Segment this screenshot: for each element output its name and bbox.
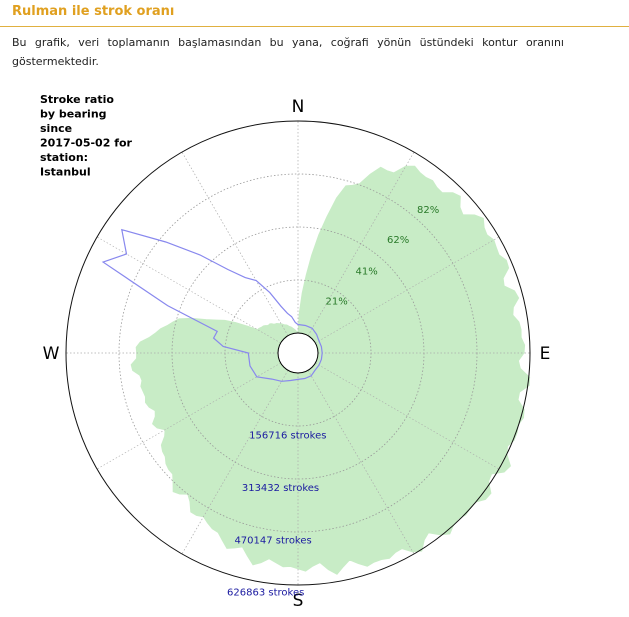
compass-east: E bbox=[540, 344, 551, 364]
ratio-ring-label: 82% bbox=[417, 205, 439, 216]
chart-title-line: by bearing bbox=[40, 108, 107, 121]
count-ring-label: 470147 strokes bbox=[234, 535, 311, 546]
bearing-spoke bbox=[307, 370, 415, 555]
chart-title-line: Stroke ratio bbox=[40, 93, 114, 106]
bearing-spoke bbox=[315, 362, 500, 470]
bearing-spoke bbox=[307, 151, 415, 336]
bearing-spoke bbox=[181, 370, 289, 555]
chart-title-line: 2017-05-02 for bbox=[40, 137, 133, 150]
count-ring-label: 313432 strokes bbox=[242, 483, 319, 494]
section-header bbox=[0, 0, 629, 27]
chart-title-line: Istanbul bbox=[40, 166, 91, 179]
chart-title-line: station: bbox=[40, 151, 88, 164]
count-ring-label: 626863 strokes bbox=[227, 588, 304, 599]
compass-west: W bbox=[43, 344, 60, 364]
bearing-spoke bbox=[96, 362, 281, 470]
stroke-ratio-line bbox=[101, 228, 323, 382]
chart-title-line: since bbox=[40, 122, 72, 135]
polar-grid bbox=[65, 120, 531, 586]
bearing-spoke bbox=[315, 236, 500, 344]
center-hole bbox=[277, 332, 319, 374]
outer-ring bbox=[65, 120, 531, 586]
ratio-ring-label: 41% bbox=[355, 266, 377, 277]
stroke-count-area bbox=[130, 165, 531, 575]
stroke-count-series bbox=[130, 165, 531, 575]
chart-labels: N E S W 21% 41% 62% 82% 156716 strokes 313432 str… bbox=[43, 97, 551, 611]
compass-south: S bbox=[293, 591, 304, 611]
section-title: Rulman ile strok oranı bbox=[12, 4, 175, 19]
compass-north: N bbox=[292, 97, 305, 117]
ratio-ring-label: 21% bbox=[325, 296, 347, 307]
bearing-spoke bbox=[181, 151, 289, 336]
bearing-spoke bbox=[96, 236, 281, 344]
ratio-ring-label: 62% bbox=[387, 235, 409, 246]
stroke-ratio-series bbox=[101, 228, 323, 382]
section-description: Bu grafik, veri toplamanın başlamasından… bbox=[12, 36, 564, 68]
count-ring-label: 156716 strokes bbox=[249, 430, 326, 441]
